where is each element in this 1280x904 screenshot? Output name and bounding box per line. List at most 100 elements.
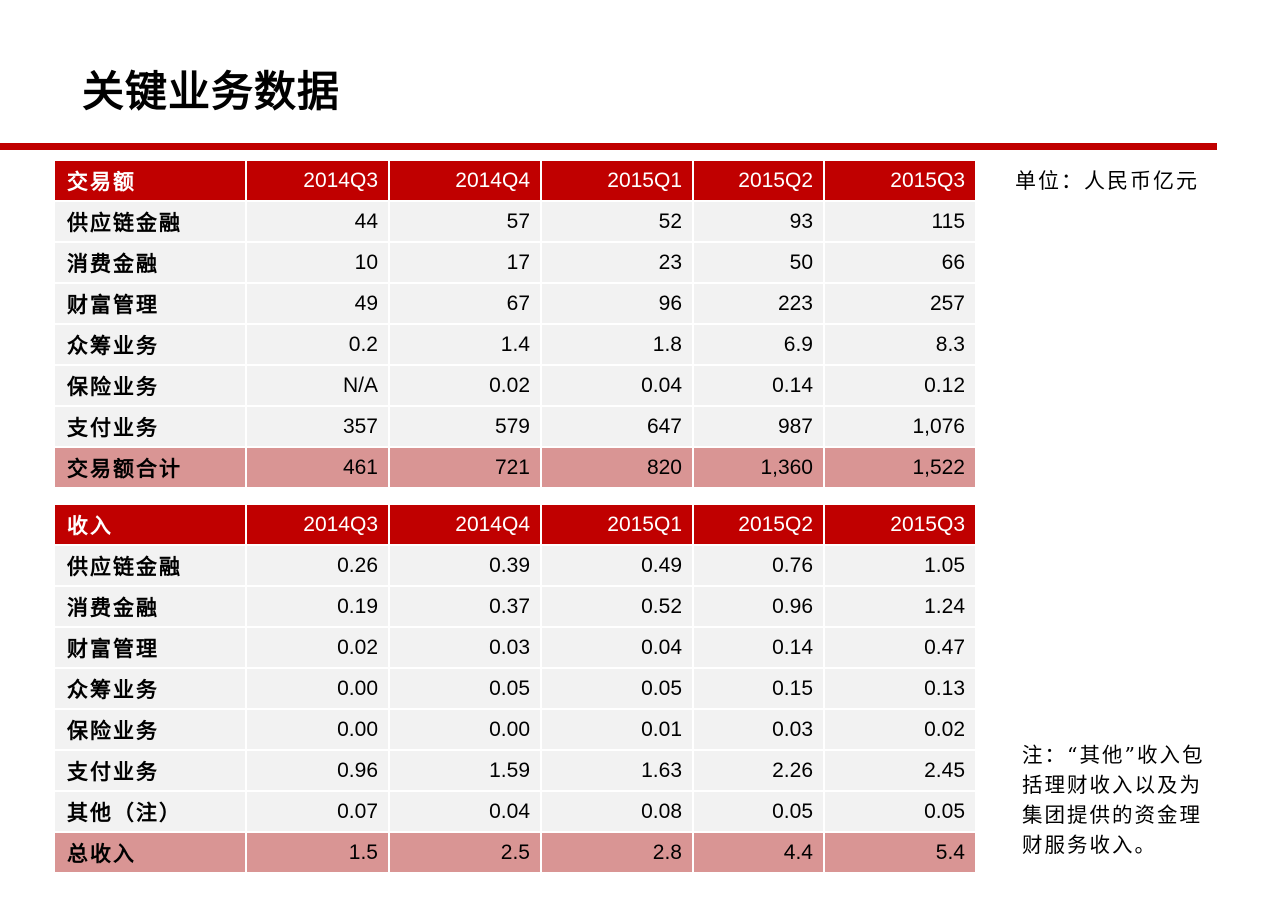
revenue-total-row: 总收入 1.5 2.5 2.8 4.4 5.4 <box>55 833 975 872</box>
transaction-data-row: 财富管理 49 67 96 223 257 <box>55 284 975 323</box>
transaction-volume-table: 交易额 2014Q3 2014Q4 2015Q1 2015Q2 2015Q3 供应链金融 44… <box>53 159 977 489</box>
transaction-cell: 721 <box>390 448 540 487</box>
transaction-cell: 1.8 <box>542 325 692 364</box>
revenue-row-label: 保险业务 <box>55 710 245 749</box>
transaction-cell: 115 <box>825 202 975 241</box>
transaction-cell: 579 <box>390 407 540 446</box>
revenue-cell: 0.05 <box>825 792 975 831</box>
transaction-cell: 0.12 <box>825 366 975 405</box>
revenue-cell: 0.00 <box>247 710 388 749</box>
transaction-cell: 49 <box>247 284 388 323</box>
transaction-cell: 1,076 <box>825 407 975 446</box>
revenue-cell: 0.49 <box>542 546 692 585</box>
transaction-cell: 8.3 <box>825 325 975 364</box>
revenue-data-row: 供应链金融 0.26 0.39 0.49 0.76 1.05 <box>55 546 975 585</box>
transaction-row-label: 众筹业务 <box>55 325 245 364</box>
transaction-cell: 647 <box>542 407 692 446</box>
revenue-cell: 0.02 <box>825 710 975 749</box>
revenue-cell: 0.03 <box>694 710 823 749</box>
revenue-row-label: 收入 <box>55 505 245 544</box>
revenue-cell: 2.5 <box>390 833 540 872</box>
transaction-cell: 2014Q3 <box>247 161 388 200</box>
revenue-cell: 5.4 <box>825 833 975 872</box>
transaction-data-row: 支付业务 357 579 647 987 1,076 <box>55 407 975 446</box>
revenue-cell: 0.04 <box>390 792 540 831</box>
revenue-row-label: 总收入 <box>55 833 245 872</box>
revenue-data-row: 支付业务 0.96 1.59 1.63 2.26 2.45 <box>55 751 975 790</box>
revenue-row-label: 众筹业务 <box>55 669 245 708</box>
transaction-cell: 1,360 <box>694 448 823 487</box>
revenue-cell: 1.5 <box>247 833 388 872</box>
revenue-cell: 2.26 <box>694 751 823 790</box>
transaction-cell: 67 <box>390 284 540 323</box>
transaction-cell: 1.4 <box>390 325 540 364</box>
revenue-row-label: 其他（注） <box>55 792 245 831</box>
revenue-cell: 0.52 <box>542 587 692 626</box>
revenue-row-label: 消费金融 <box>55 587 245 626</box>
transaction-cell: 96 <box>542 284 692 323</box>
transaction-cell: 2015Q3 <box>825 161 975 200</box>
transaction-cell: 23 <box>542 243 692 282</box>
revenue-row-label: 财富管理 <box>55 628 245 667</box>
revenue-cell: 0.47 <box>825 628 975 667</box>
title-divider <box>0 143 1217 150</box>
transaction-data-row: 众筹业务 0.2 1.4 1.8 6.9 8.3 <box>55 325 975 364</box>
revenue-cell: 0.76 <box>694 546 823 585</box>
page-title: 关键业务数据 <box>82 67 341 116</box>
revenue-row-label: 供应链金融 <box>55 546 245 585</box>
revenue-cell: 0.37 <box>390 587 540 626</box>
transaction-cell: 0.14 <box>694 366 823 405</box>
transaction-cell: 50 <box>694 243 823 282</box>
transaction-cell: 357 <box>247 407 388 446</box>
unit-label: 单位：人民币亿元 <box>1015 169 1199 193</box>
transaction-cell: 57 <box>390 202 540 241</box>
transaction-cell: 987 <box>694 407 823 446</box>
revenue-row-label: 支付业务 <box>55 751 245 790</box>
transaction-cell: 2015Q2 <box>694 161 823 200</box>
transaction-cell: 257 <box>825 284 975 323</box>
transaction-data-row: 保险业务 N/A 0.02 0.04 0.14 0.12 <box>55 366 975 405</box>
transaction-row-label: 支付业务 <box>55 407 245 446</box>
transaction-row-label: 供应链金融 <box>55 202 245 241</box>
revenue-cell: 1.24 <box>825 587 975 626</box>
revenue-cell: 2015Q3 <box>825 505 975 544</box>
revenue-cell: 2014Q3 <box>247 505 388 544</box>
revenue-cell: 0.05 <box>390 669 540 708</box>
revenue-header-row: 收入 2014Q3 2014Q4 2015Q1 2015Q2 2015Q3 <box>55 505 975 544</box>
transaction-cell: 2014Q4 <box>390 161 540 200</box>
transaction-row-label: 保险业务 <box>55 366 245 405</box>
transaction-cell: N/A <box>247 366 388 405</box>
revenue-cell: 2015Q2 <box>694 505 823 544</box>
transaction-cell: 10 <box>247 243 388 282</box>
revenue-cell: 0.04 <box>542 628 692 667</box>
revenue-cell: 1.59 <box>390 751 540 790</box>
transaction-data-row: 供应链金融 44 57 52 93 115 <box>55 202 975 241</box>
revenue-cell: 0.19 <box>247 587 388 626</box>
revenue-cell: 0.96 <box>694 587 823 626</box>
transaction-row-label: 交易额 <box>55 161 245 200</box>
revenue-cell: 0.13 <box>825 669 975 708</box>
revenue-cell: 2015Q1 <box>542 505 692 544</box>
transaction-row-label: 交易额合计 <box>55 448 245 487</box>
revenue-cell: 0.15 <box>694 669 823 708</box>
revenue-cell: 0.96 <box>247 751 388 790</box>
revenue-cell: 2.45 <box>825 751 975 790</box>
revenue-data-row: 财富管理 0.02 0.03 0.04 0.14 0.47 <box>55 628 975 667</box>
transaction-cell: 93 <box>694 202 823 241</box>
transaction-cell: 17 <box>390 243 540 282</box>
transaction-cell: 52 <box>542 202 692 241</box>
revenue-cell: 2014Q4 <box>390 505 540 544</box>
transaction-total-row: 交易额合计 461 721 820 1,360 1,522 <box>55 448 975 487</box>
revenue-data-row: 众筹业务 0.00 0.05 0.05 0.15 0.13 <box>55 669 975 708</box>
transaction-row-label: 财富管理 <box>55 284 245 323</box>
revenue-cell: 0.07 <box>247 792 388 831</box>
revenue-data-row: 保险业务 0.00 0.00 0.01 0.03 0.02 <box>55 710 975 749</box>
transaction-cell: 0.2 <box>247 325 388 364</box>
transaction-data-row: 消费金融 10 17 23 50 66 <box>55 243 975 282</box>
transaction-cell: 2015Q1 <box>542 161 692 200</box>
revenue-cell: 0.02 <box>247 628 388 667</box>
footnote: 注：“其他”收入包括理财收入以及为集团提供的资金理财服务收入。 <box>1022 743 1205 857</box>
transaction-row-label: 消费金融 <box>55 243 245 282</box>
revenue-table: 收入 2014Q3 2014Q4 2015Q1 2015Q2 2015Q3 供应链金融 0.2… <box>53 503 977 874</box>
revenue-cell: 0.39 <box>390 546 540 585</box>
